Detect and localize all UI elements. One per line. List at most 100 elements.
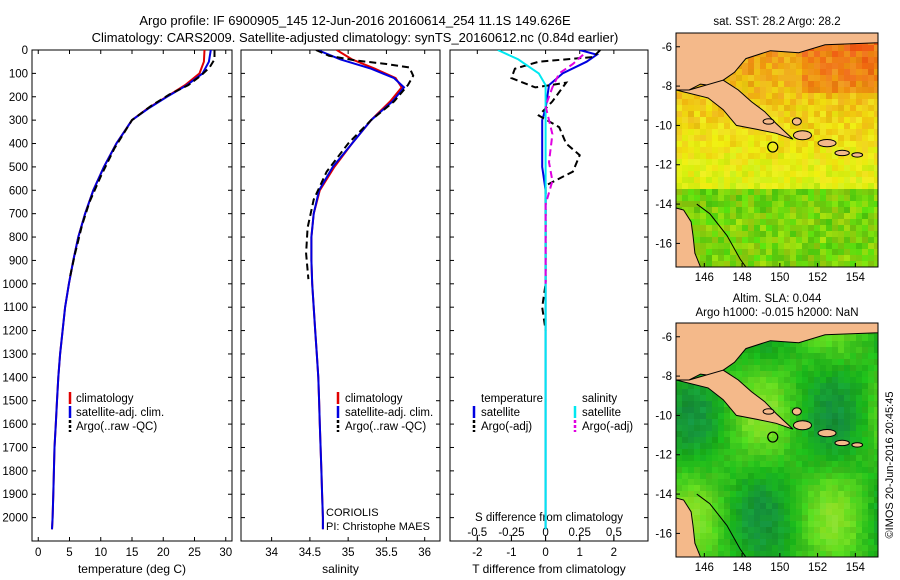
series-line-argo-raw-qc- bbox=[305, 50, 415, 280]
reef-contour bbox=[696, 493, 747, 557]
y-tick-label: 400 bbox=[9, 139, 28, 151]
series-line-satellite-adj-clim- bbox=[310, 50, 406, 530]
salinity-panel: 34 34.5 35 35.5 36 salinity bbox=[240, 49, 441, 576]
island bbox=[851, 442, 864, 448]
difference-legend: temperature salinity satellite Argo(-adj… bbox=[472, 393, 633, 433]
legend-label-sal-satellite: satellite bbox=[582, 407, 621, 419]
y-tick-label: 100 bbox=[9, 68, 28, 80]
land-mass bbox=[676, 79, 794, 140]
y-tick-label: 300 bbox=[9, 115, 28, 127]
sla-map-subtitle: Argo h1000: -0.015 h2000: NaN bbox=[695, 307, 858, 319]
y-tick-label: 1900 bbox=[2, 489, 28, 501]
legend-label-temp-satellite: satellite bbox=[481, 407, 520, 419]
sla-map: 146 148 150 152 154 -6 -8 -10 -12 -14 -16 bbox=[655, 322, 879, 574]
argo-float-marker bbox=[767, 141, 779, 153]
map-y-tick-label: -16 bbox=[655, 528, 672, 540]
map-y-tick-label: -6 bbox=[662, 42, 672, 54]
map-x-tick-label: 154 bbox=[846, 562, 866, 574]
map-x-tick-label: 150 bbox=[770, 272, 789, 284]
map-frame bbox=[675, 322, 879, 558]
x-tick-label: 35 bbox=[342, 547, 355, 559]
series-group bbox=[305, 50, 415, 530]
island bbox=[792, 130, 812, 141]
island bbox=[792, 420, 812, 431]
difference-panel: -2 -1 0 1 2 -0.5 -0.25 0 0.25 0.5 S difference fro… bbox=[449, 49, 649, 576]
legend-label-temp-argo: Argo(-adj) bbox=[481, 421, 532, 433]
x-tick-label: 1 bbox=[577, 547, 583, 559]
island bbox=[817, 139, 837, 148]
legend-label-argo: Argo(..raw -QC) bbox=[76, 421, 157, 433]
map-x-tick-label: 148 bbox=[732, 562, 751, 574]
y-tick-label: 200 bbox=[9, 92, 28, 104]
x-tick-label: 10 bbox=[94, 547, 107, 559]
map-y-tick-label: -10 bbox=[655, 120, 672, 132]
credit-institution: CORIOLIS bbox=[326, 507, 379, 519]
x-top-tick-label: -0.25 bbox=[498, 527, 524, 539]
x-tick-label: 30 bbox=[219, 547, 232, 559]
x-axis-label: T difference from climatology bbox=[472, 562, 626, 576]
x-tick-label: 34.5 bbox=[299, 547, 321, 559]
map-y-tick-label: -8 bbox=[662, 81, 672, 93]
copyright-timestamp: ©IMOS 20-Jun-2016 20:45:45 bbox=[884, 392, 896, 539]
y-tick-label: 600 bbox=[9, 185, 28, 197]
island bbox=[762, 118, 775, 125]
y-tick-label: 700 bbox=[9, 209, 28, 221]
salinity-legend: climatology satellite-adj. clim. Argo(..… bbox=[336, 392, 433, 433]
map-y-tick-label: -14 bbox=[655, 489, 672, 501]
island bbox=[791, 407, 802, 416]
map-y-tick-label: -12 bbox=[655, 450, 672, 462]
y-tick-label: 1000 bbox=[2, 279, 28, 291]
legend-label-climatology: climatology bbox=[76, 393, 134, 405]
y-tick-label: 2000 bbox=[2, 513, 28, 525]
x-top-tick-label: 0.5 bbox=[606, 527, 622, 539]
map-field bbox=[676, 323, 878, 557]
plot-frame bbox=[240, 49, 441, 542]
legend-label-satellite: satellite-adj. clim. bbox=[76, 407, 164, 419]
series-group bbox=[497, 50, 601, 530]
map-x-tick-label: 146 bbox=[695, 562, 714, 574]
island bbox=[834, 149, 850, 157]
y-tick-label: 1100 bbox=[3, 302, 28, 314]
x-tick-label: 0 bbox=[542, 547, 548, 559]
series-group bbox=[51, 50, 216, 530]
x-tick-label: 35.5 bbox=[375, 547, 397, 559]
plot-frame bbox=[31, 49, 233, 542]
map-y-tick-label: -8 bbox=[662, 371, 672, 383]
x-top-tick-label: -0.5 bbox=[467, 527, 487, 539]
island bbox=[851, 152, 864, 158]
map-frame bbox=[675, 32, 879, 268]
legend-label-satellite: satellite-adj. clim. bbox=[345, 407, 433, 419]
legend-label-sal-argo: Argo(-adj) bbox=[582, 421, 633, 433]
y-tick-label: 1300 bbox=[2, 349, 28, 361]
plot-frame bbox=[449, 49, 649, 542]
x-tick-label: -1 bbox=[506, 547, 516, 559]
island bbox=[762, 408, 775, 415]
reef-contour bbox=[696, 203, 747, 267]
y-tick-label: 500 bbox=[9, 162, 28, 174]
map-y-tick-label: -12 bbox=[655, 160, 672, 172]
temperature-panel: 0100200300400500600700800900100011001200… bbox=[2, 45, 233, 576]
x-tick-label: -2 bbox=[472, 547, 482, 559]
y-tick-label: 1600 bbox=[2, 419, 28, 431]
map-x-tick-label: 150 bbox=[770, 562, 789, 574]
x-top-tick-label: 0 bbox=[542, 527, 548, 539]
header-line1: Argo profile: IF 6900905_145 12-Jun-2016… bbox=[139, 13, 571, 28]
x-tick-label: 34 bbox=[265, 547, 278, 559]
y-tick-label: 900 bbox=[9, 255, 28, 267]
map-x-tick-label: 154 bbox=[846, 272, 866, 284]
map-x-tick-label: 152 bbox=[808, 562, 827, 574]
x-tick-label: 15 bbox=[126, 547, 139, 559]
sla-map-title: Altim. SLA: 0.044 bbox=[733, 293, 822, 305]
map-x-tick-label: 146 bbox=[695, 272, 714, 284]
y-tick-label: 800 bbox=[9, 232, 28, 244]
x-tick-label: 20 bbox=[157, 547, 170, 559]
series-line-argo-raw-qc- bbox=[68, 50, 216, 280]
map-y-tick-label: -14 bbox=[655, 199, 672, 211]
legend-title-temperature: temperature bbox=[481, 393, 543, 405]
map-x-tick-label: 152 bbox=[808, 272, 827, 284]
x-top-tick-label: 0.25 bbox=[569, 527, 591, 539]
x-top-axis-label: S difference from climatology bbox=[475, 512, 623, 524]
legend-label-argo: Argo(..raw -QC) bbox=[345, 421, 426, 433]
x-tick-label: 5 bbox=[66, 547, 72, 559]
